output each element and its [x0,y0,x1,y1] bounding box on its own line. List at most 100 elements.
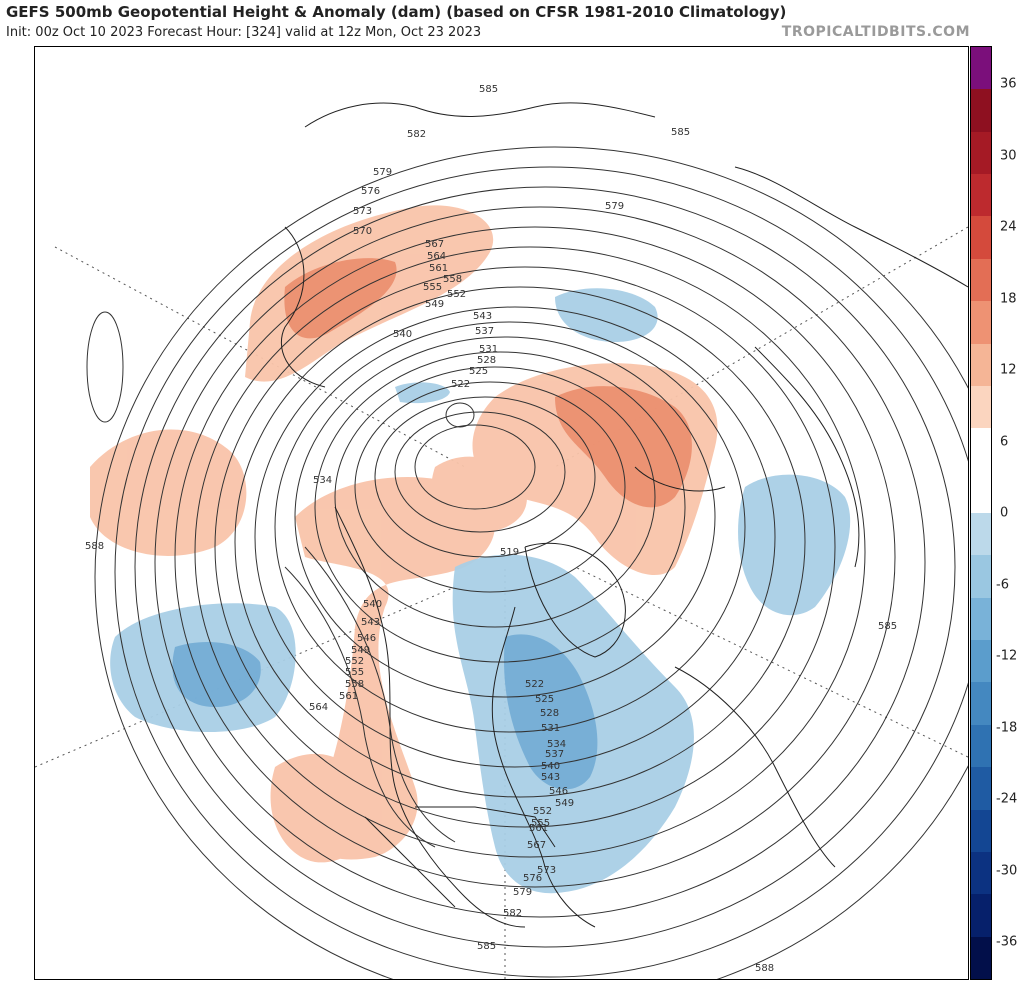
contour-label: 519 [500,547,519,558]
contour-label: 585 [878,621,897,632]
contour-label: 567 [425,239,444,250]
colorbar-tick-label: 30 [1000,148,1017,163]
contour-label: 564 [309,702,328,713]
colorbar-segment [971,513,991,556]
colorbar-segment [971,936,991,980]
colorbar-segment [971,682,991,726]
colorbar-tick-label: -6 [996,577,1009,592]
contour-label: 576 [361,186,380,197]
contour-label: 531 [479,344,498,355]
contour-label: 522 [525,679,544,690]
colorbar-segment [971,428,991,472]
contour-label: 555 [531,818,550,829]
colorbar-segment [971,851,991,895]
colorbar-segment [971,343,991,387]
colorbar-segment [971,597,991,641]
contour-label: 582 [503,908,522,919]
colorbar-tick-label: -30 [996,863,1018,878]
colorbar-segment [971,47,991,90]
colorbar-segment [971,89,991,133]
contour-label: 534 [547,739,566,750]
contour-label: 552 [533,806,552,817]
colorbar-segment [971,301,991,345]
height-contours [86,146,968,979]
contour-label: 582 [407,129,426,140]
contour-label: 546 [549,786,568,797]
colorbar-segment [971,131,991,175]
contour-label: 543 [541,772,560,783]
contour-label: 537 [545,749,564,760]
map-panel: 585 582 579 576 573 570 567 564 561 558 … [34,46,969,980]
negative-anomaly-core [172,634,598,790]
contour-label: 573 [537,865,556,876]
coastlines [280,102,968,928]
colorbar-tick-label: -12 [996,648,1018,664]
contour-label: 525 [469,366,488,377]
colorbar-segment [971,385,991,429]
colorbar-tick-label: -36 [996,934,1018,950]
contour-label: 585 [479,84,498,95]
contour-label: 540 [393,329,412,340]
contour-label: 579 [605,201,624,212]
map-title: GEFS 500mb Geopotential Height & Anomaly… [6,3,787,21]
contour-label: 579 [513,887,532,898]
contour-label: 543 [473,311,492,322]
contour-label: 549 [351,645,370,656]
contour-label: 588 [85,541,104,552]
colorbar-segment [971,767,991,811]
contour-label: 585 [477,941,496,952]
colorbar-tick-label: 18 [1000,291,1017,306]
contour-label: 564 [427,251,446,262]
contour-label: 555 [423,282,442,293]
colorbar-tick-label: 24 [1000,219,1017,235]
contour-label: 573 [353,206,372,217]
colorbar-tick-label: 12 [1000,362,1017,378]
contour-label: 552 [447,289,466,300]
contour-label: 525 [535,694,554,705]
contour-label: 558 [345,679,364,690]
colorbar-tick-label: -18 [996,720,1018,735]
colorbar-segment [971,216,991,260]
colorbar-segment [971,809,991,853]
contour-label: 531 [541,723,560,734]
colorbar-tick-label: 6 [1000,434,1009,449]
colorbar-tick-label: 36 [1000,76,1017,92]
contour-label: 540 [363,599,382,610]
source-credit: TROPICALTIDBITS.COM [781,24,970,40]
contour-label: 579 [373,167,392,178]
contour-label: 537 [475,326,494,337]
map-canvas: 585 582 579 576 573 570 567 564 561 558 … [35,84,968,979]
contour-label: 567 [527,840,546,851]
contour-label: 570 [353,226,372,237]
map-subtitle: Init: 00z Oct 10 2023 Forecast Hour: [32… [6,25,482,40]
colorbar-segment [971,555,991,599]
contour-label: 528 [477,355,496,366]
contour-label: 561 [429,263,448,274]
contour-label: 540 [541,761,560,772]
contour-label: 561 [529,823,548,834]
contour-label: 585 [671,127,690,138]
contour-label: 546 [357,633,376,644]
colorbar-segment [971,894,991,938]
contour-label: 558 [443,274,462,285]
contour-label: 528 [540,708,559,719]
colorbar-segment [971,640,991,683]
contour-label: 534 [313,475,332,486]
colorbar-tick-label: -24 [996,791,1018,807]
colorbar-tick-label: 0 [1000,505,1009,521]
contour-label: 549 [425,299,444,310]
colorbar-segment [971,470,991,514]
contour-label: 588 [755,963,774,974]
colorbar-segment [971,724,991,768]
contour-labels: 585 582 579 576 573 570 567 564 561 558 … [85,84,897,974]
contour-label: 552 [345,656,364,667]
contour-label: 522 [451,379,470,390]
colorbar-segment [971,174,991,217]
contour-label: 549 [555,798,574,809]
colorbar-segment [971,258,991,302]
contour-label: 561 [339,691,358,702]
contour-label: 576 [523,873,542,884]
contour-label: 555 [345,667,364,678]
anomaly-colorbar [970,46,992,980]
contour-label: 543 [361,617,380,628]
